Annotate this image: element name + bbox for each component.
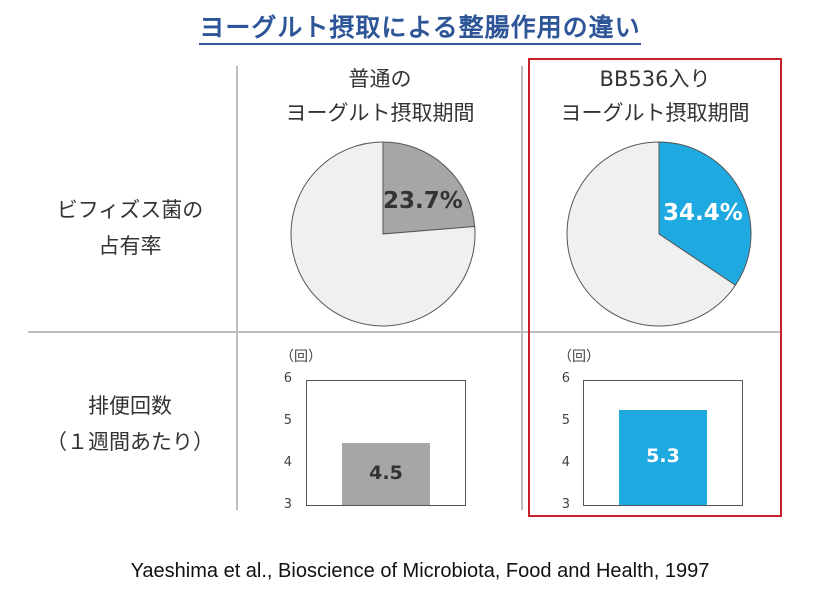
bar-tick-normal-5: 5 [283,413,292,428]
bar-tick-normal-4: 4 [283,455,292,470]
bar-bb536 [618,409,708,505]
bar-label-bb536: 5.3 [646,445,680,468]
pie-label-normal: 23.7% [383,188,463,214]
pie-chart-normal [290,141,476,327]
row-header-bifido: ビフィズス菌の 占有率 [30,192,230,264]
column-header-normal-line2: ヨーグルト摂取期間 [285,101,475,125]
column-header-bb536-line2: ヨーグルト摂取期間 [560,101,750,125]
column-header-bb536: BB536入り ヨーグルト摂取期間 [528,62,782,130]
bar-tick-normal-6: 6 [283,371,292,386]
row-header-defecation-line2: （１週間あたり） [46,430,214,454]
bar-plot-normal: 4.5 [306,380,466,506]
column-divider-right [521,66,523,510]
bar-tick-bb536-4: 4 [561,455,570,470]
page-title: ヨーグルト摂取による整腸作用の違い [0,8,840,45]
row-header-bifido-line2: 占有率 [98,234,162,258]
row-header-bifido-line1: ビフィズス菌の [56,198,204,222]
pie-normal-slice-rest [290,141,476,327]
bar-plot-bb536: 5.3 [583,380,743,506]
row-header-defecation: 排便回数 （１週間あたり） [30,388,230,460]
citation: Yaeshima et al., Bioscience of Microbiot… [130,560,710,582]
bar-tick-bb536-5: 5 [561,413,570,428]
column-header-normal: 普通の ヨーグルト摂取期間 [240,62,520,130]
pie-label-bb536: 34.4% [663,200,743,226]
column-header-bb536-line1: BB536入り [599,67,711,91]
column-divider-left [236,66,238,510]
row-header-defecation-line1: 排便回数 [88,394,172,418]
bar-label-normal: 4.5 [369,462,403,484]
bar-tick-bb536-6: 6 [561,371,570,386]
bar-tick-normal-3: 3 [283,497,292,512]
row-divider [28,331,780,333]
bar-unit-bb536: （回） [558,349,600,365]
column-header-normal-line1: 普通の [348,67,412,91]
pie-bb536-slice-rest [566,141,737,327]
bar-tick-bb536-3: 3 [561,497,570,512]
pie-bb536-slice-highlight [658,141,752,286]
bar-unit-normal: （回） [280,349,322,365]
pie-normal-slice-highlight [382,141,476,235]
bar-normal [341,443,431,505]
title-text: ヨーグルト摂取による整腸作用の違い [199,13,641,45]
pie-chart-bb536 [566,141,752,327]
bb536-highlight-box [528,58,782,517]
